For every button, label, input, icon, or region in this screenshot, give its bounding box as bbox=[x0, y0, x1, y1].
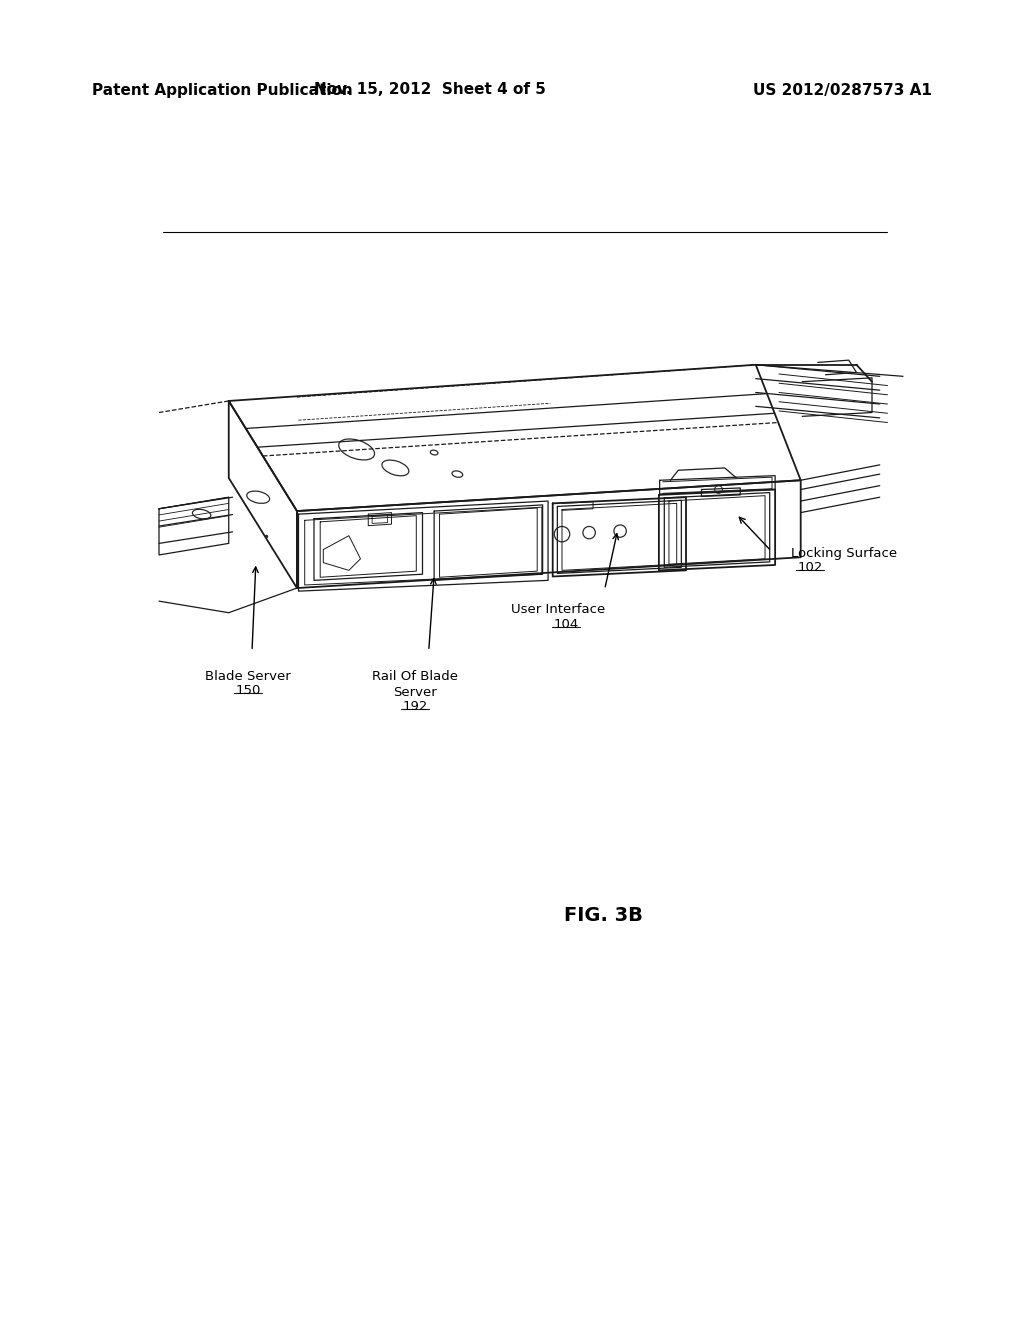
Text: Rail Of Blade
Server: Rail Of Blade Server bbox=[372, 671, 458, 700]
Text: FIG. 3B: FIG. 3B bbox=[564, 906, 643, 925]
Text: 102: 102 bbox=[798, 561, 822, 574]
Text: Nov. 15, 2012  Sheet 4 of 5: Nov. 15, 2012 Sheet 4 of 5 bbox=[314, 82, 546, 98]
Text: 192: 192 bbox=[402, 700, 427, 713]
Text: 150: 150 bbox=[236, 684, 261, 697]
Text: User Interface: User Interface bbox=[511, 603, 605, 616]
Text: Patent Application Publication: Patent Application Publication bbox=[92, 82, 353, 98]
Text: Blade Server: Blade Server bbox=[205, 671, 291, 684]
Text: Locking Surface: Locking Surface bbox=[791, 548, 897, 560]
Text: US 2012/0287573 A1: US 2012/0287573 A1 bbox=[753, 82, 932, 98]
Text: 104: 104 bbox=[553, 618, 579, 631]
